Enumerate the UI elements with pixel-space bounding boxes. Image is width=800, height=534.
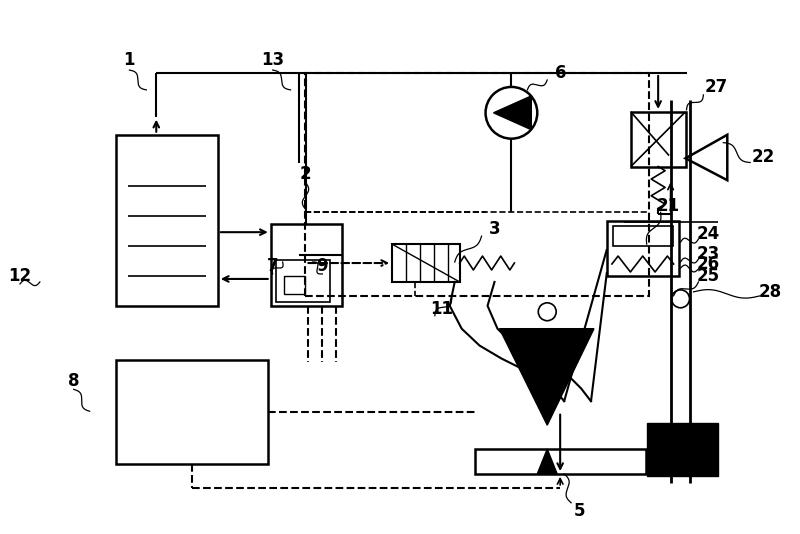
Text: 7: 7 — [267, 257, 278, 275]
Text: 24: 24 — [697, 225, 720, 243]
Text: 4: 4 — [523, 352, 535, 371]
Polygon shape — [494, 96, 531, 130]
Bar — [646, 423, 718, 476]
Polygon shape — [538, 449, 557, 474]
Text: 25: 25 — [697, 267, 720, 285]
Bar — [474, 449, 646, 474]
Bar — [270, 224, 342, 306]
Text: 28: 28 — [758, 283, 782, 301]
Text: 6: 6 — [555, 64, 567, 82]
Text: 9: 9 — [317, 257, 328, 275]
Text: 27: 27 — [705, 78, 728, 96]
Text: 21: 21 — [657, 198, 680, 215]
Bar — [284, 276, 306, 294]
Text: 12: 12 — [9, 267, 31, 285]
Text: 26: 26 — [697, 255, 720, 273]
Text: 13: 13 — [261, 51, 284, 69]
Bar — [306, 73, 649, 296]
Bar — [613, 226, 673, 246]
Bar — [607, 221, 678, 276]
Text: 11: 11 — [430, 300, 454, 318]
Text: 3: 3 — [489, 220, 500, 238]
Text: 23: 23 — [697, 245, 720, 263]
Text: 22: 22 — [751, 147, 774, 166]
Bar — [117, 359, 268, 464]
Bar — [276, 260, 330, 302]
Bar — [392, 244, 460, 282]
Text: 5: 5 — [574, 502, 585, 520]
Text: 1: 1 — [124, 51, 135, 69]
Bar — [117, 135, 218, 306]
Polygon shape — [499, 329, 594, 425]
Text: 2: 2 — [300, 166, 311, 184]
Text: 8: 8 — [68, 372, 79, 390]
Bar — [630, 112, 686, 167]
